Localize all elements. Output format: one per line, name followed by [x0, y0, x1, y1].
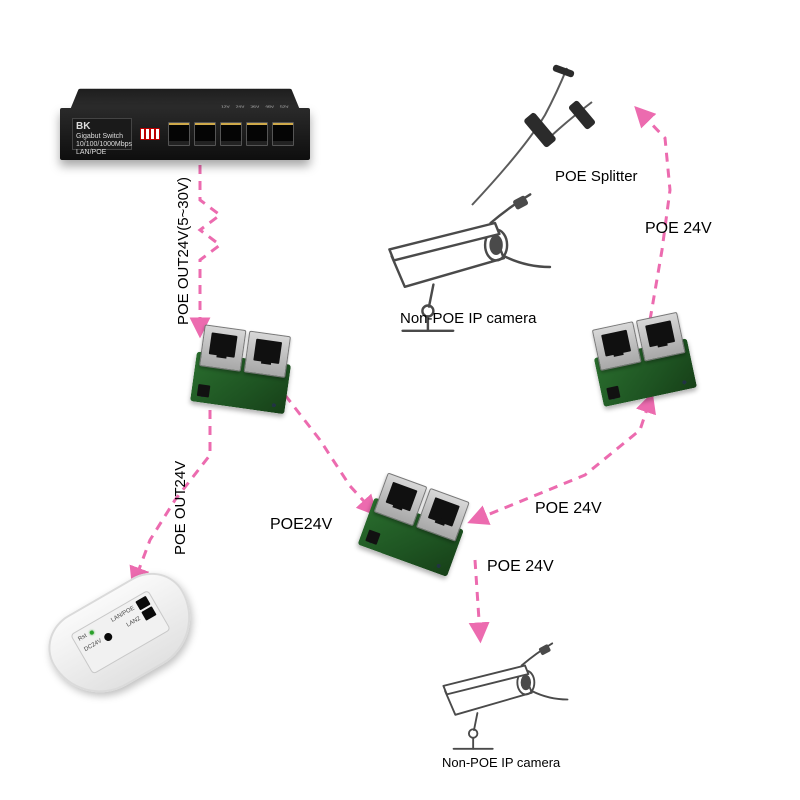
pcb-switch-module: [190, 324, 295, 414]
label-poe24_right: POE 24V: [535, 500, 602, 518]
label-poe24_up: POE 24V: [645, 220, 712, 238]
gigabit-switch: 12V24V36V48V52V BK Gigabut Switch 10/100…: [60, 70, 310, 180]
cpe-lan2-label: LAN2: [126, 616, 142, 629]
label-poe_out_5_30: POE OUT24V(5~30V): [175, 177, 192, 325]
label-cam1_caption: Non-POE IP camera: [400, 310, 536, 327]
outdoor-cpe: Rst LAN/POE DC24V LAN2: [25, 542, 225, 738]
label-poe24_down: POE 24V: [487, 558, 554, 576]
pcb-switch-module: [588, 311, 697, 407]
switch-model: Gigabut Switch: [76, 133, 128, 141]
switch-portlabel: LAN/POE: [76, 149, 128, 157]
arrow-pcbB-to-cam2: [475, 560, 480, 635]
switch-port: [220, 122, 242, 146]
switch-speed: 10/100/1000Mbps: [76, 141, 128, 149]
splitter-barrel: [552, 64, 575, 78]
diagram-canvas: 12V24V36V48V52V BK Gigabut Switch 10/100…: [0, 0, 800, 800]
splitter-barrel: [523, 112, 557, 149]
ip-camera: [440, 640, 576, 756]
switch-port: [168, 122, 190, 146]
pcb-switch-module: [358, 471, 474, 577]
arrow-sw-to-pcbA: [200, 165, 220, 330]
camera-icon: [440, 640, 576, 751]
cpe-rst-label: Rst: [77, 633, 88, 643]
dip-switch: [140, 128, 160, 140]
label-cam2_caption: Non-POE IP camera: [442, 755, 560, 770]
switch-brand: BK: [76, 121, 128, 133]
switch-brand-panel: BK Gigabut Switch 10/100/1000Mbps LAN/PO…: [72, 118, 132, 150]
switch-port: [194, 122, 216, 146]
label-poe24_mid: POE24V: [270, 516, 332, 534]
switch-port: [246, 122, 268, 146]
switch-port: [272, 122, 294, 146]
label-poe_out_24_left: POE OUT24V: [172, 461, 189, 555]
switch-ports: [168, 122, 294, 146]
splitter-barrel: [568, 100, 596, 131]
arrow-pcbC-to-spl: [640, 112, 670, 320]
label-splitter: POE Splitter: [555, 168, 638, 185]
arrow-pcbA-to-pcbB: [285, 395, 372, 510]
